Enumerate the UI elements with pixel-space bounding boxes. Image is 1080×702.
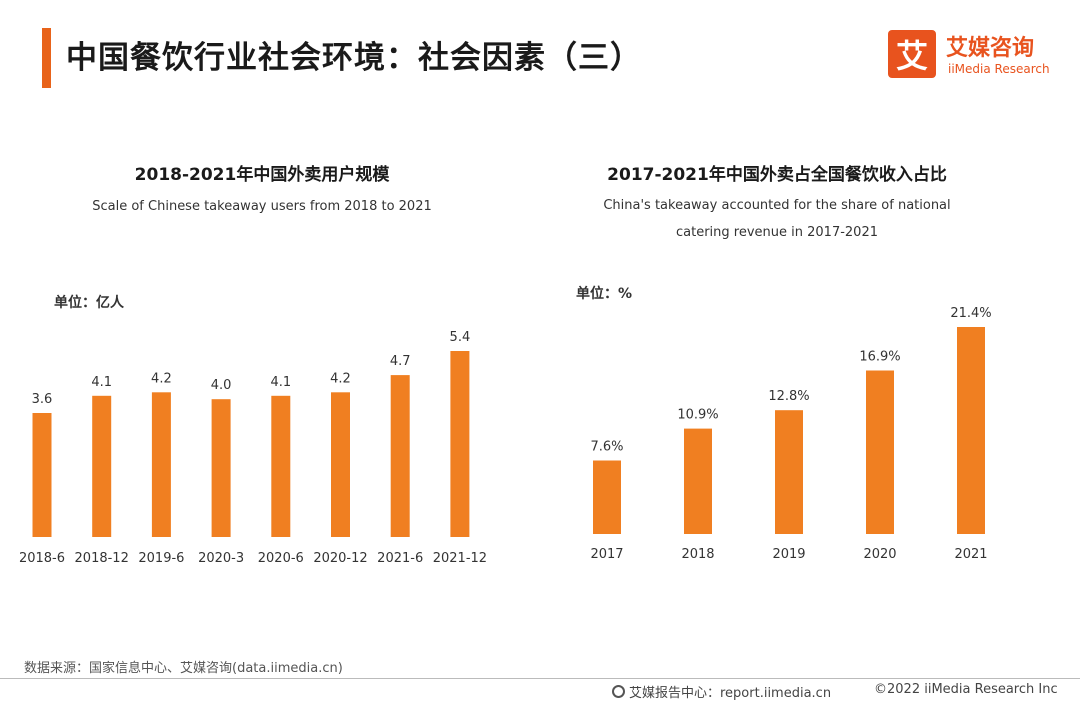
- share-x-tick-label: 2019: [772, 547, 805, 562]
- users-bar-2020-3: [211, 399, 231, 537]
- users-x-tick-label: 2021-6: [377, 551, 423, 566]
- page-title: 中国餐饮行业社会环境：社会因素（三）: [66, 40, 642, 76]
- share-chart-bars: 7.6% 2017 10.9% 2018 12.8% 2019 16.9% 2020 21.4%…: [590, 306, 991, 562]
- share-bar-2021: [957, 327, 985, 534]
- users-value-label: 4.1: [91, 375, 112, 390]
- share-chart-subtitle-line1: China's takeaway accounted for the share…: [603, 198, 950, 213]
- users-x-tick-label: 2020-6: [258, 551, 304, 566]
- users-value-label: 4.1: [270, 375, 291, 390]
- users-x-tick-label: 2021-12: [433, 551, 487, 566]
- users-value-label: 3.6: [32, 392, 53, 407]
- users-x-tick-label: 2019-6: [138, 551, 184, 566]
- users-chart-subtitle: Scale of Chinese takeaway users from 201…: [92, 199, 432, 214]
- header-accent-bar: [42, 28, 51, 88]
- users-bar-2018-12: [92, 395, 112, 537]
- share-value-label: 21.4%: [950, 306, 991, 321]
- users-bar-2021-12: [450, 351, 470, 537]
- share-value-label: 10.9%: [677, 408, 718, 423]
- share-x-tick-label: 2017: [590, 547, 623, 562]
- users-x-tick-label: 2020-3: [198, 551, 244, 566]
- logo-english-name: iiMedia Research: [948, 62, 1050, 76]
- logo-chinese-name: 艾媒咨询: [946, 36, 1035, 61]
- share-bar-2017: [593, 460, 621, 534]
- share-bar-2020: [866, 370, 894, 534]
- share-bar-2018: [684, 428, 712, 534]
- share-chart-unit: 单位：%: [576, 285, 632, 302]
- users-value-label: 4.2: [330, 371, 351, 386]
- users-value-label: 5.4: [450, 330, 471, 345]
- share-x-tick-label: 2018: [681, 547, 714, 562]
- data-source: 数据来源：国家信息中心、艾媒咨询(data.iimedia.cn): [24, 661, 343, 676]
- users-bar-2020-6: [271, 395, 291, 537]
- share-chart-subtitle-line2: catering revenue in 2017-2021: [676, 225, 878, 240]
- footer-divider: [0, 678, 1080, 679]
- iimedia-logo: 艾 艾媒咨询 iiMedia Research: [888, 28, 1068, 82]
- users-value-label: 4.0: [211, 378, 232, 393]
- share-value-label: 12.8%: [768, 389, 809, 404]
- users-x-tick-label: 2018-6: [19, 551, 65, 566]
- report-center-link[interactable]: 艾媒报告中心：report.iimedia.cn: [612, 682, 831, 701]
- share-x-tick-label: 2021: [954, 547, 987, 562]
- users-bar-2020-12: [331, 392, 350, 537]
- users-chart-unit: 单位：亿人: [54, 294, 125, 311]
- charts-canvas: 2018-2021年中国外卖用户规模 Scale of Chinese take…: [19, 164, 992, 566]
- users-x-tick-label: 2020-12: [313, 551, 367, 566]
- share-chart: 2017-2021年中国外卖占全国餐饮收入占比 China's takeaway…: [576, 164, 992, 562]
- share-bar-2019: [775, 410, 803, 534]
- share-value-label: 7.6%: [590, 440, 623, 455]
- users-chart-title: 2018-2021年中国外卖用户规模: [135, 164, 391, 185]
- share-chart-title: 2017-2021年中国外卖占全国餐饮收入占比: [607, 164, 947, 185]
- share-value-label: 16.9%: [859, 350, 900, 365]
- report-center-text: 艾媒报告中心：report.iimedia.cn: [629, 686, 832, 701]
- report-icon: [612, 685, 625, 698]
- users-bar-2019-6: [151, 392, 171, 537]
- users-value-label: 4.7: [390, 354, 411, 369]
- users-chart-bars: 3.6 2018-6 4.1 2018-12 4.2 2019-6 4.0 2020-3 4.1…: [19, 330, 487, 566]
- share-x-tick-label: 2020: [863, 547, 896, 562]
- users-x-tick-label: 2018-12: [75, 551, 129, 566]
- users-bar-2018-6: [32, 413, 52, 537]
- copyright-notice: ©2022 iiMedia Research Inc: [874, 682, 1058, 697]
- users-chart: 2018-2021年中国外卖用户规模 Scale of Chinese take…: [19, 164, 487, 566]
- users-bar-2021-6: [390, 375, 410, 537]
- users-value-label: 4.2: [151, 371, 172, 386]
- logo-mark: 艾: [888, 30, 936, 78]
